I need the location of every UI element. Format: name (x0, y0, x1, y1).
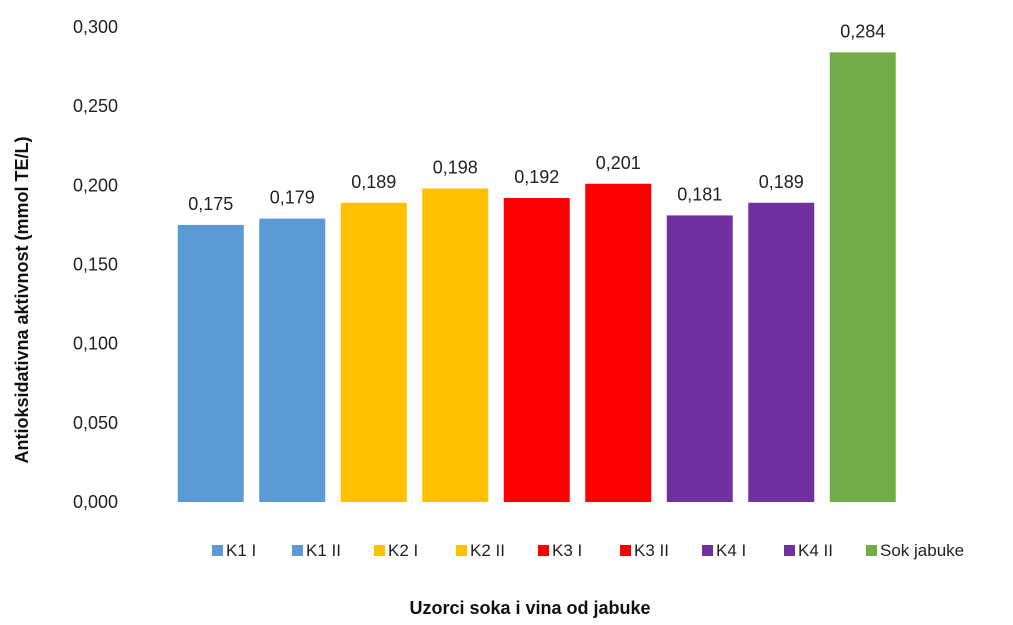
legend-swatch (620, 545, 631, 556)
y-tick-label: 0,150 (73, 255, 118, 275)
legend-label: K4 I (716, 541, 746, 560)
data-label: 0,179 (270, 188, 315, 208)
bar (422, 188, 489, 502)
data-label: 0,284 (840, 21, 885, 41)
bar (503, 198, 570, 502)
legend: K1 I K1 II K2 I K2 II K3 I K3 II K4 I K4 II Sok … (212, 541, 964, 560)
data-label: 0,181 (677, 184, 722, 204)
legend-swatch (292, 545, 303, 556)
legend-swatch (374, 545, 385, 556)
y-tick-label: 0,050 (73, 413, 118, 433)
bar (177, 224, 244, 502)
y-tick-label: 0,000 (73, 492, 118, 512)
x-axis-title: Uzorci soka i vina od jabuke (409, 598, 650, 618)
data-label: 0,192 (514, 167, 559, 187)
legend-swatch (866, 545, 877, 556)
data-labels: 0,175 0,179 0,189 0,198 0,192 0,201 0,181 0,189… (188, 21, 885, 214)
legend-label: K1 II (306, 541, 341, 560)
legend-swatch (212, 545, 223, 556)
y-tick-label: 0,200 (73, 175, 118, 195)
y-axis-ticks: 0,000 0,050 0,100 0,150 0,200 0,250 0,300 (73, 17, 118, 512)
bar (748, 202, 815, 502)
legend-swatch (784, 545, 795, 556)
bar (259, 218, 326, 503)
y-tick-label: 0,100 (73, 334, 118, 354)
y-tick-label: 0,250 (73, 96, 118, 116)
data-label: 0,189 (351, 172, 396, 192)
legend-label: K3 I (552, 541, 582, 560)
legend-swatch (538, 545, 549, 556)
legend-label: K3 II (634, 541, 669, 560)
bar (666, 215, 733, 502)
legend-label: Sok jabuke (880, 541, 964, 560)
legend-label: K2 I (388, 541, 418, 560)
data-label: 0,175 (188, 194, 233, 214)
legend-label: K1 I (226, 541, 256, 560)
y-axis-title: Antioksidativna aktivnost (mmol TE/L) (12, 136, 32, 463)
legend-label: K2 II (470, 541, 505, 560)
data-label: 0,198 (433, 158, 478, 178)
bar (829, 52, 896, 502)
data-label: 0,189 (759, 172, 804, 192)
bar (585, 183, 652, 502)
legend-swatch (456, 545, 467, 556)
legend-swatch (702, 545, 713, 556)
bar (340, 202, 407, 502)
y-tick-label: 0,300 (73, 17, 118, 37)
legend-label: K4 II (798, 541, 833, 560)
bars (177, 52, 896, 503)
data-label: 0,201 (596, 153, 641, 173)
